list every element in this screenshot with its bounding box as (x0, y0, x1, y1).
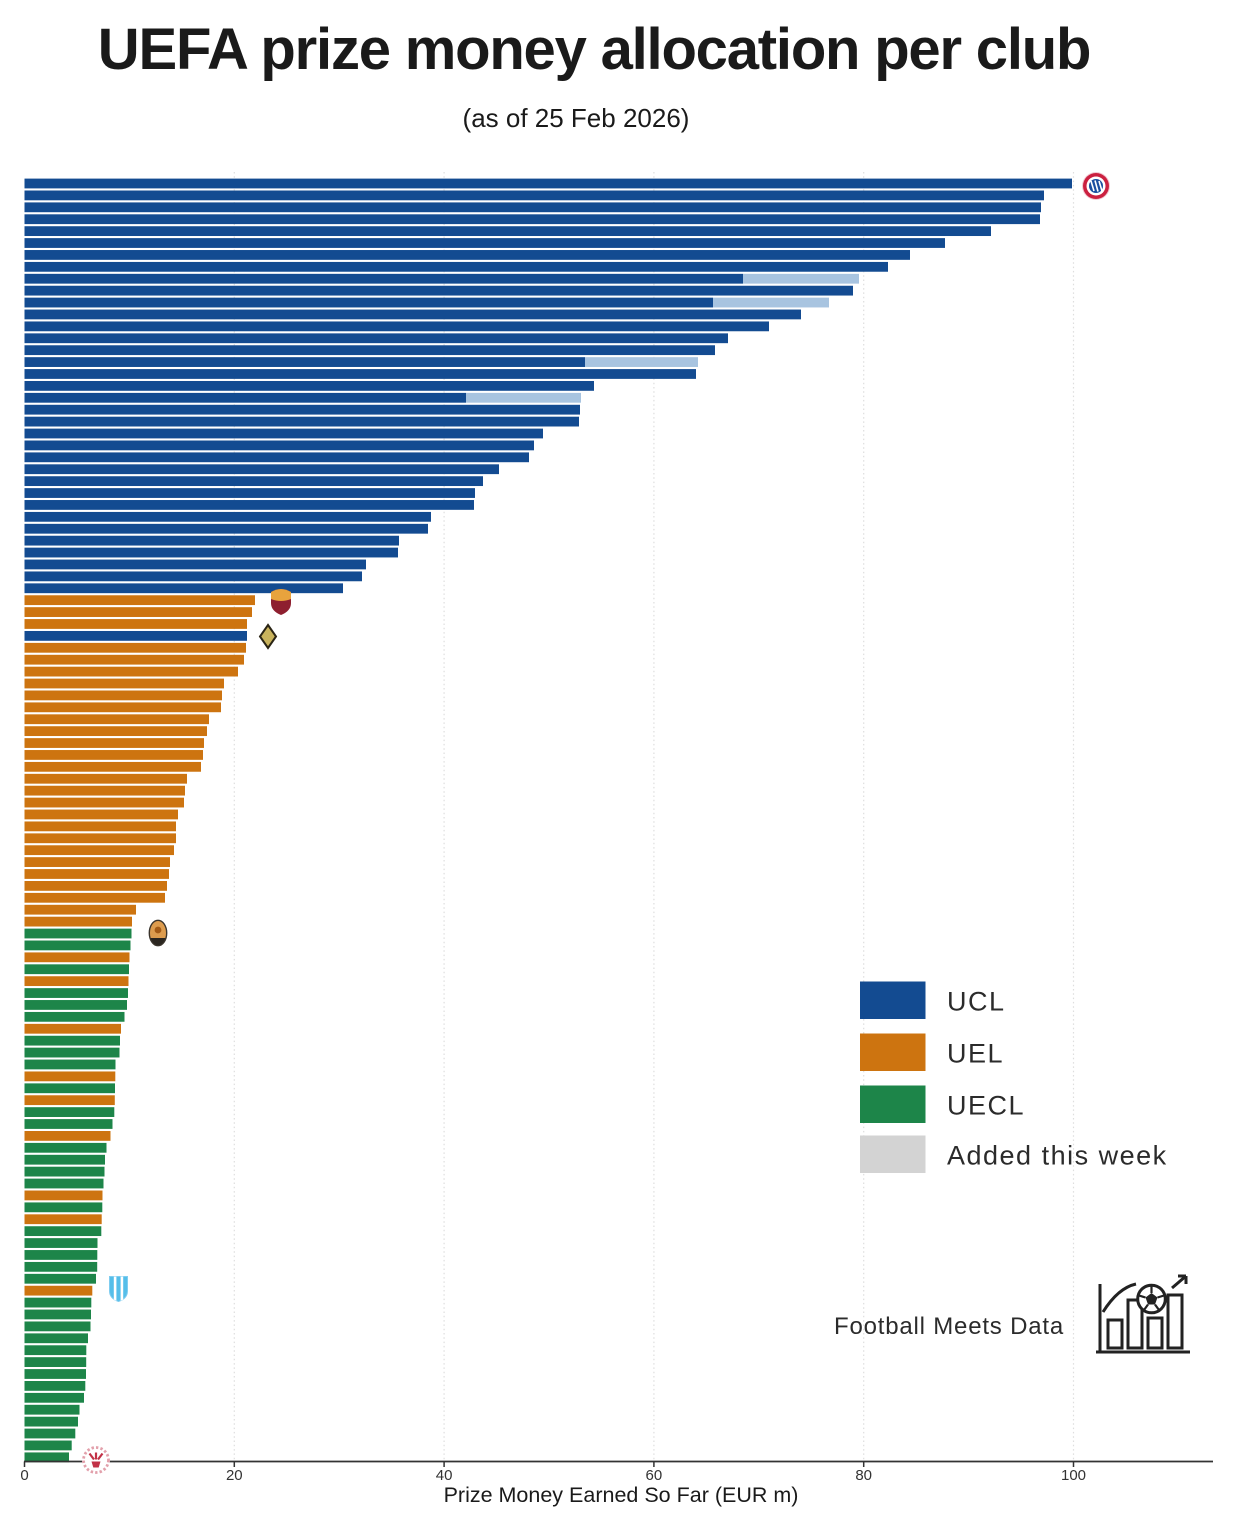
svg-text:100: 100 (1061, 1467, 1086, 1484)
svg-text:Added this week: Added this week (947, 1141, 1168, 1171)
svg-text:40: 40 (436, 1467, 453, 1484)
svg-text:0: 0 (20, 1467, 28, 1484)
svg-text:(as of 25 Feb 2026): (as of 25 Feb 2026) (463, 103, 690, 133)
svg-text:UCL: UCL (947, 987, 1006, 1017)
svg-text:20: 20 (226, 1467, 243, 1484)
svg-text:60: 60 (646, 1467, 663, 1484)
svg-text:Prize Money Earned So Far (EUR: Prize Money Earned So Far (EUR m) (444, 1483, 799, 1507)
svg-text:UEFA prize money allocation pe: UEFA prize money allocation per club (98, 17, 1090, 82)
svg-text:UEL: UEL (947, 1039, 1004, 1069)
svg-text:UECL: UECL (947, 1091, 1025, 1121)
svg-text:Football Meets Data: Football Meets Data (834, 1313, 1064, 1340)
svg-text:80: 80 (855, 1467, 872, 1484)
